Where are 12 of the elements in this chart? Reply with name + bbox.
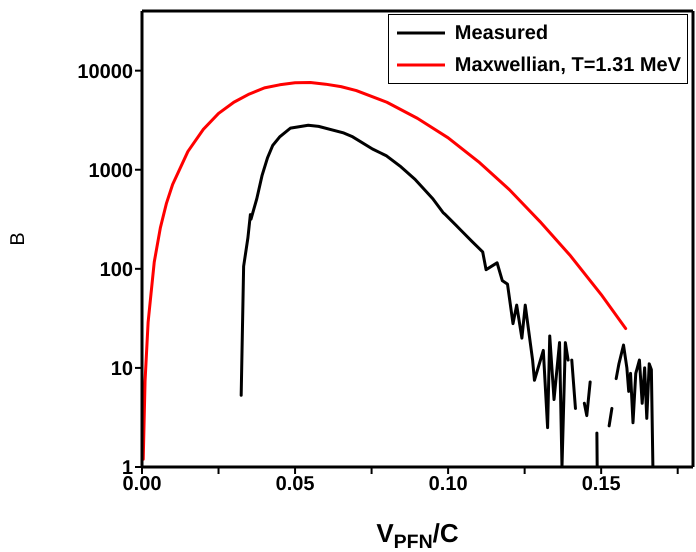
legend-label: Measured: [454, 22, 548, 44]
x-tick-label: 0.15: [582, 473, 621, 496]
y-tick-label: 10: [110, 358, 133, 380]
y-tick-label: 10000: [77, 60, 133, 83]
x-tick-label: 0.10: [428, 473, 468, 496]
y-tick-label: 100: [100, 258, 133, 281]
y-tick-label: 1000: [88, 160, 133, 182]
legend-label: Maxwellian, T=1.31 MeV: [454, 54, 681, 76]
y-axis-title: B: [7, 232, 29, 246]
line-series: [142, 80, 628, 461]
x-tick-label: 0.05: [276, 473, 315, 496]
x-axis-title: V$_{PFN}$/C: [376, 518, 459, 552]
